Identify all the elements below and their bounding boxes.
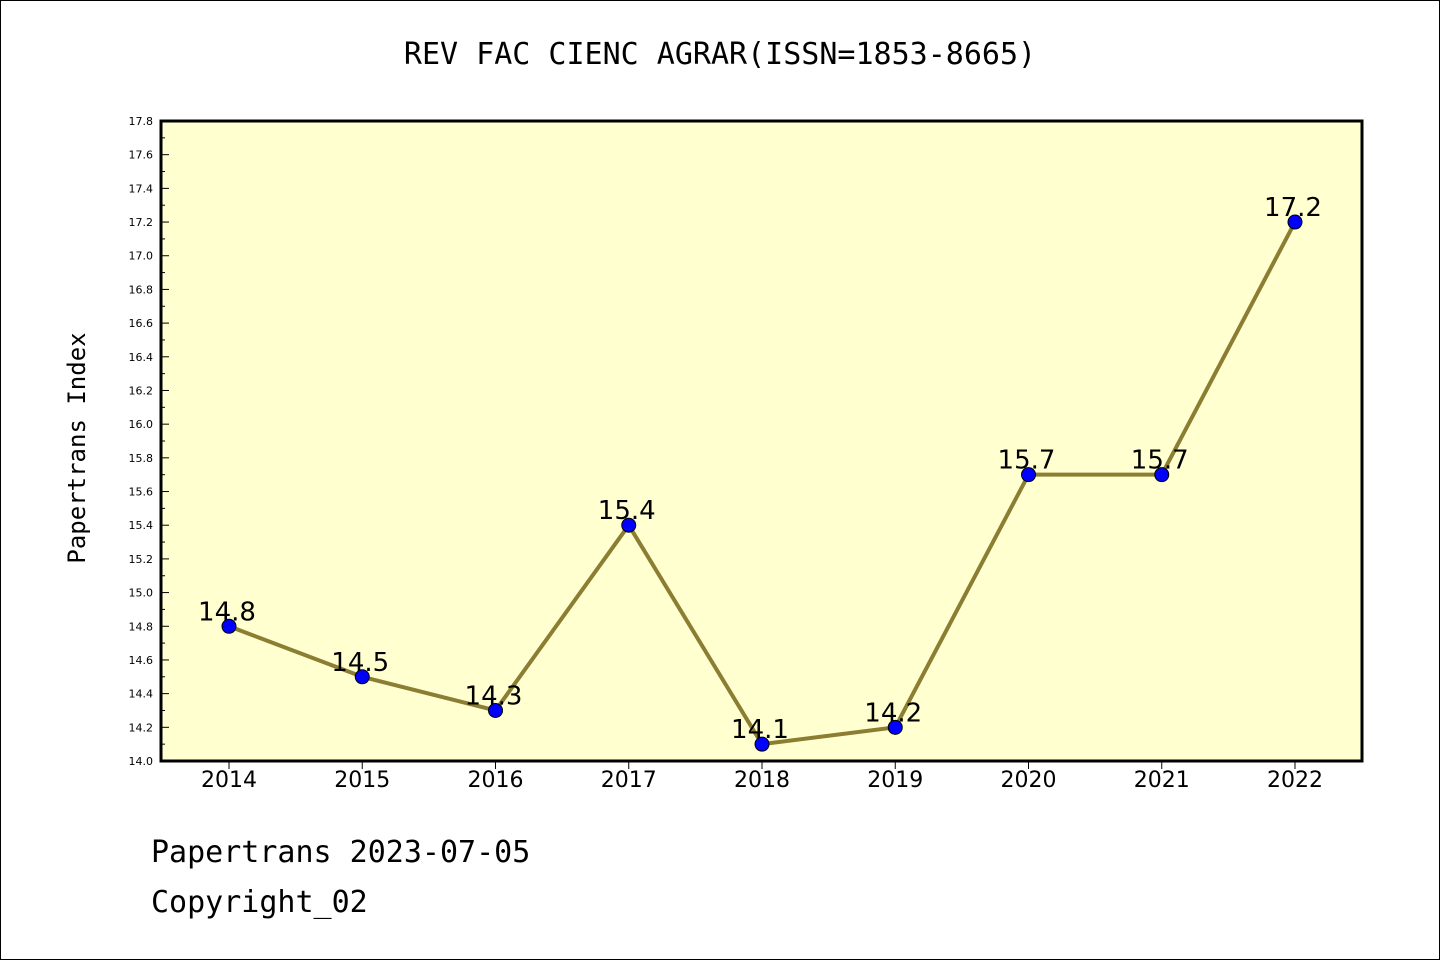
data-label: 15.4 (598, 496, 656, 526)
y-tick-label: 16.6 (129, 317, 154, 330)
data-label: 14.5 (331, 648, 389, 678)
x-tick-label: 2014 (201, 768, 257, 793)
y-tick-label: 14.8 (129, 620, 154, 633)
y-tick-label: 14.2 (129, 721, 154, 734)
footer-date: Papertrans 2023-07-05 (151, 835, 531, 870)
data-label: 17.2 (1264, 193, 1322, 223)
y-tick-label: 15.4 (129, 519, 154, 532)
y-axis-label: Papertrans Index (63, 332, 91, 563)
y-tick-label: 14.6 (129, 654, 154, 667)
x-tick-label: 2015 (334, 768, 390, 793)
y-tick-label: 16.4 (129, 351, 154, 364)
data-point (221, 618, 237, 634)
y-tick-label: 16.8 (129, 283, 154, 296)
y-tick-label: 16.0 (129, 418, 154, 431)
footer-copyright: Copyright_02 (151, 885, 368, 920)
x-tick-label: 2022 (1267, 768, 1323, 793)
data-label: 14.1 (731, 715, 789, 745)
plot-area (159, 119, 1364, 763)
y-tick-label: 16.2 (129, 384, 154, 397)
x-tick-label: 2016 (468, 768, 524, 793)
data-point (621, 517, 637, 533)
chart-title: REV FAC CIENC AGRAR(ISSN=1853-8665) (403, 37, 1037, 72)
x-tick-label: 2021 (1134, 768, 1190, 793)
y-tick-label: 17.4 (129, 182, 154, 195)
data-label: 14.3 (465, 681, 523, 711)
x-tick-label: 2018 (734, 768, 790, 793)
y-tick-label: 15.2 (129, 553, 154, 566)
y-tick-label: 15.0 (129, 587, 154, 600)
y-tick-label: 14.0 (129, 755, 154, 768)
x-tick-label: 2019 (867, 768, 923, 793)
data-point (488, 702, 503, 718)
y-tick-label: 17.8 (129, 115, 154, 128)
y-tick-label: 14.4 (129, 688, 154, 701)
x-axis: 2014 2015 2016 2017 2018 2019 2020 2021 2022 (201, 761, 1323, 793)
data-point (1021, 467, 1036, 483)
x-tick-label: 2020 (1001, 768, 1057, 793)
data-point (1287, 214, 1303, 230)
y-axis: 14.0 14.2 14.4 14.6 14.8 15.0 15.2 15.4 15.6 15.8… (129, 115, 169, 768)
data-point (887, 719, 903, 735)
data-point (754, 736, 770, 752)
y-tick-label: 17.6 (129, 149, 154, 162)
data-label: 14.2 (864, 698, 922, 728)
y-tick-label: 15.6 (129, 486, 154, 499)
data-label: 14.8 (198, 597, 256, 627)
y-tick-label: 15.8 (129, 452, 154, 465)
data-point (1154, 467, 1170, 483)
data-point (354, 669, 370, 685)
data-label: 15.7 (1131, 446, 1189, 476)
data-label: 15.7 (998, 446, 1056, 476)
x-tick-label: 2017 (601, 768, 657, 793)
series-group: 14.8 14.5 14.3 15.4 14.1 14.2 15.7 15.7 17.2 (198, 193, 1322, 752)
y-tick-label: 17.2 (129, 216, 154, 229)
y-tick-label: 17.0 (129, 250, 154, 263)
